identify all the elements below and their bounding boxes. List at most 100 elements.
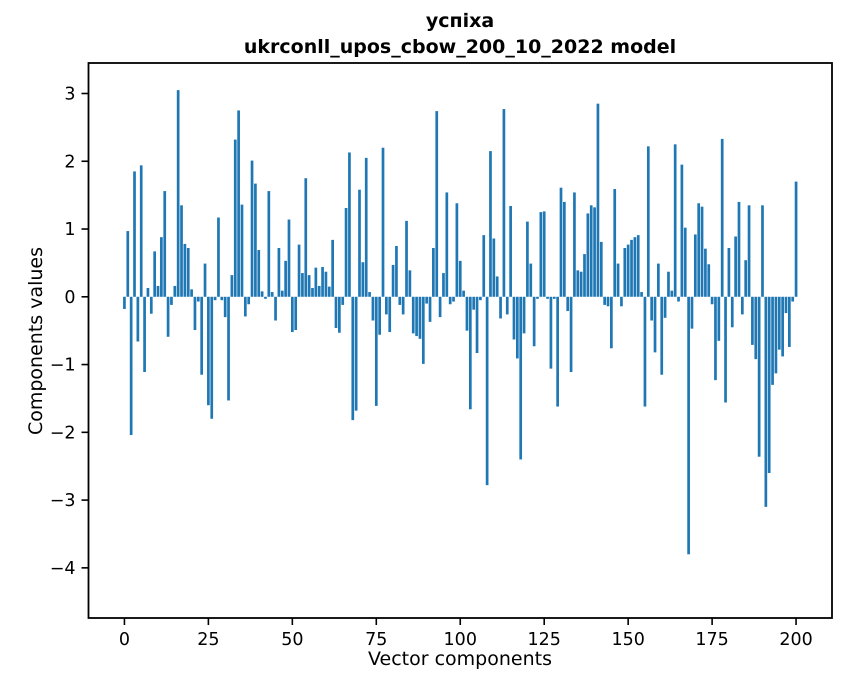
bar-component-150 <box>626 244 630 297</box>
bar-component-129 <box>556 296 559 407</box>
bar-component-106 <box>479 296 482 301</box>
x-tick-label: 125 <box>528 630 561 650</box>
bar-component-196 <box>781 296 784 357</box>
bar-component-136 <box>579 271 583 297</box>
bar-component-177 <box>717 296 721 341</box>
y-tick-label: 2 <box>64 152 75 172</box>
x-axis-ticks: 0 25 50 75 100 125 150 175 200 <box>119 618 813 650</box>
bar-component-62 <box>331 239 334 297</box>
bar-component-24 <box>203 263 207 297</box>
bar-component-75 <box>374 296 378 406</box>
bar-component-42 <box>264 296 267 299</box>
bar-component-54 <box>304 178 308 297</box>
bar-component-179 <box>724 296 727 403</box>
bar-component-99 <box>455 203 459 297</box>
bar-component-139 <box>589 205 593 297</box>
bar-component-114 <box>505 296 509 315</box>
bar-component-158 <box>653 296 657 353</box>
chart-title-model: ukrconll_upos_cbow_200_10_2022 model <box>243 36 677 58</box>
bar-component-174 <box>707 264 711 297</box>
bar-component-195 <box>777 296 781 350</box>
bar-component-84 <box>405 220 408 297</box>
bar-component-157 <box>650 296 654 321</box>
bar-component-39 <box>254 183 257 297</box>
bar-component-3 <box>133 171 136 297</box>
bar-component-200 <box>794 181 798 297</box>
bar-component-186 <box>747 205 751 297</box>
bar-component-15 <box>173 285 177 297</box>
bar-component-110 <box>492 238 496 297</box>
bar-component-45 <box>274 296 277 321</box>
bar-component-90 <box>425 296 429 304</box>
bar-component-122 <box>532 296 536 347</box>
bar-component-76 <box>378 296 381 335</box>
bar-component-160 <box>660 296 664 375</box>
bar-component-198 <box>788 296 791 347</box>
bar-component-142 <box>599 241 603 297</box>
bar-component-181 <box>730 296 734 328</box>
bar-component-30 <box>223 296 227 318</box>
bar-component-119 <box>522 296 526 334</box>
bar-component-118 <box>519 296 523 460</box>
bar-component-81 <box>395 245 398 297</box>
bar-component-107 <box>482 235 486 297</box>
bar-component-11 <box>160 237 163 297</box>
bar-component-92 <box>432 248 435 297</box>
bar-component-163 <box>670 290 674 297</box>
bar-component-149 <box>623 248 627 297</box>
bar-component-69 <box>354 296 358 411</box>
y-axis-label: Components values <box>25 246 47 436</box>
bar-component-44 <box>270 292 274 297</box>
bar-component-50 <box>290 296 294 333</box>
plot-border <box>87 62 833 619</box>
bar-component-87 <box>415 296 418 337</box>
bar-component-64 <box>338 296 341 333</box>
bar-component-127 <box>549 296 553 369</box>
bar-component-63 <box>334 296 338 328</box>
x-tick-label: 0 <box>119 630 130 650</box>
bar-component-53 <box>301 273 304 297</box>
bar-component-82 <box>398 296 402 305</box>
x-axis-label: Vector components <box>368 648 552 670</box>
bar-component-147 <box>616 263 620 297</box>
bar-component-80 <box>391 264 395 297</box>
bar-component-112 <box>499 296 502 319</box>
bar-component-48 <box>284 260 287 297</box>
bar-component-22 <box>196 296 200 302</box>
bar-component-178 <box>720 138 724 297</box>
bar-component-192 <box>767 296 771 473</box>
bar-component-143 <box>603 296 606 305</box>
bar-component-159 <box>657 263 660 297</box>
bar-component-113 <box>502 109 506 297</box>
bar-component-104 <box>472 296 476 310</box>
bar-component-141 <box>596 103 600 297</box>
bar-component-72 <box>364 157 368 297</box>
bar-component-73 <box>368 292 371 297</box>
bar-component-35 <box>240 204 244 297</box>
bar-component-20 <box>190 289 193 297</box>
bar-component-74 <box>371 296 375 321</box>
bar-component-60 <box>324 271 328 297</box>
bar-component-153 <box>636 235 640 297</box>
bar-component-23 <box>200 296 204 375</box>
axes-frame <box>87 62 833 619</box>
bar-component-41 <box>260 291 264 297</box>
bar-component-184 <box>740 296 744 315</box>
bar-component-117 <box>515 296 519 359</box>
bar-series <box>123 90 798 555</box>
bar-component-152 <box>633 237 637 297</box>
bar-component-6 <box>143 296 146 373</box>
y-tick-label: −4 <box>50 559 76 579</box>
y-tick-label: 1 <box>64 220 75 240</box>
bar-component-183 <box>737 201 741 297</box>
bar-component-173 <box>704 248 707 297</box>
bar-component-79 <box>388 296 392 333</box>
bar-component-67 <box>348 152 351 297</box>
bar-component-125 <box>542 211 546 297</box>
bar-component-111 <box>495 276 499 297</box>
bar-component-34 <box>237 110 240 297</box>
bar-component-170 <box>693 234 697 297</box>
bar-component-189 <box>757 296 761 457</box>
bar-component-83 <box>401 296 405 315</box>
